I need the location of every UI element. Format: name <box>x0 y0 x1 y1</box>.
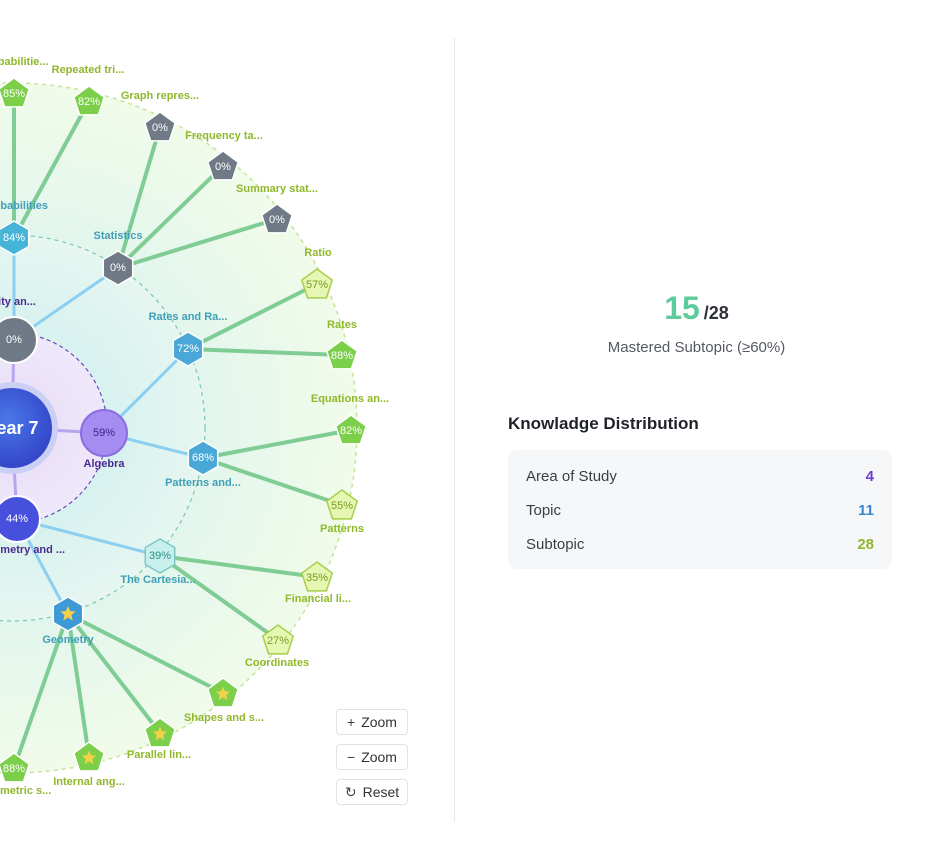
zoom-in-button[interactable]: + Zoom <box>336 709 408 735</box>
topic-node-patt[interactable] <box>187 440 219 476</box>
subtopic-percent: 0% <box>152 122 168 134</box>
topic-label: Geometry <box>42 634 94 646</box>
zoom-out-label: Zoom <box>361 749 397 765</box>
subtopic-node[interactable] <box>325 489 359 520</box>
row-label: Subtopic <box>526 535 585 553</box>
subtopic-label: Shapes and s... <box>184 712 264 724</box>
subtopic-percent: 57% <box>306 279 328 291</box>
row-value: 11 <box>858 501 874 519</box>
topic-percent: 0% <box>110 262 126 274</box>
subtopic-label: Parallel lin... <box>127 749 191 761</box>
topic-percent: 72% <box>177 343 199 355</box>
subtopic-node[interactable] <box>143 111 177 142</box>
subtopic-node[interactable] <box>325 339 359 370</box>
topic-label: Patterns and... <box>165 477 241 489</box>
area-label: Geometry and ... <box>0 544 65 556</box>
topic-label: Probabilities <box>0 200 48 212</box>
topic-node-stats[interactable] <box>102 250 134 286</box>
subtopic-label: Rates <box>327 319 357 331</box>
minus-icon: − <box>347 749 356 765</box>
star-icon <box>81 750 97 765</box>
root-node[interactable] <box>0 388 52 468</box>
subtopic-label: Financial li... <box>285 593 351 605</box>
subtopic-node[interactable] <box>72 85 106 116</box>
area-percent: 44% <box>6 513 28 525</box>
area-percent: 0% <box>6 334 22 346</box>
subtopic-node[interactable] <box>260 203 294 234</box>
area-percent: 59% <box>93 427 115 439</box>
root-label: Year 7 <box>0 418 39 438</box>
zoom-in-label: Zoom <box>361 714 397 730</box>
mastered-caption: Mastered Subtopic (≥60%) <box>607 339 786 356</box>
subtopic-label: Internal ang... <box>53 776 125 788</box>
topic-label: The Cartesia... <box>120 574 195 586</box>
subtopic-label: Ratio <box>304 247 332 259</box>
mastery-summary: 15/28 Mastered Subtopic (≥60%) <box>455 290 938 356</box>
subtopic-label: Equations an... <box>311 393 389 405</box>
subtopic-node[interactable] <box>0 752 31 783</box>
reset-icon: ↻ <box>344 783 357 800</box>
topic-percent: 39% <box>149 550 171 562</box>
subtopic-label: Repeated tri... <box>52 64 125 76</box>
reset-label: Reset <box>362 784 400 800</box>
area-node-prob[interactable] <box>0 316 38 364</box>
subtopic-node[interactable] <box>300 268 334 299</box>
topic-node-rates[interactable] <box>172 331 204 367</box>
knowledge-graph[interactable]: Year 7 0% 59% 44% 84% 0% 72% 68% 39% 85% 82% 0% 0% 0%… <box>0 0 452 868</box>
subtopic-label: Patterns <box>320 523 364 535</box>
reset-button[interactable]: ↻ Reset <box>336 779 408 805</box>
area-node-geo[interactable] <box>0 495 41 543</box>
subtopic-label: Coordinates <box>245 657 309 669</box>
distribution-row-topic: Topic 11 <box>526 493 874 527</box>
topic-percent: 84% <box>3 232 25 244</box>
subtopic-label: Symmetric s... <box>0 785 51 797</box>
subtopic-percent: 82% <box>78 96 100 108</box>
row-value: 28 <box>857 535 874 553</box>
subtopic-label: Summary stat... <box>236 183 318 195</box>
distribution-row-subtopic: Subtopic 28 <box>526 527 874 561</box>
subtopic-node[interactable] <box>261 624 295 655</box>
subtopic-label: Graph repres... <box>121 90 199 102</box>
area-label: Algebra <box>84 458 126 470</box>
subtopic-label: Frequency ta... <box>185 130 263 142</box>
subtopic-percent: 82% <box>340 425 362 437</box>
topic-node-probs[interactable] <box>0 220 30 256</box>
area-label: Probability an... <box>0 296 36 308</box>
star-icon <box>152 726 168 741</box>
distribution-title: Knowladge Distribution <box>508 414 699 433</box>
star-icon <box>60 606 76 621</box>
subtopic-total: /28 <box>703 303 729 323</box>
topic-label: Rates and Ra... <box>149 311 228 323</box>
subtopic-percent: 0% <box>215 161 231 173</box>
subtopic-node[interactable] <box>206 150 240 181</box>
zoom-out-button[interactable]: − Zoom <box>336 744 408 770</box>
subtopic-node[interactable] <box>300 561 334 592</box>
topic-label: Statistics <box>94 230 143 242</box>
mastered-count: 15 <box>664 290 700 326</box>
star-icon <box>215 686 231 701</box>
subtopic-percent: 35% <box>306 572 328 584</box>
row-label: Area of Study <box>526 467 617 485</box>
distribution-card: Area of Study 4 Topic 11 Subtopic 28 <box>508 450 892 569</box>
subtopic-percent: 85% <box>3 88 25 100</box>
subtopic-percent: 27% <box>267 635 289 647</box>
topic-node-cart[interactable] <box>144 538 176 574</box>
plus-icon: + <box>347 714 356 730</box>
subtopic-node[interactable] <box>0 77 31 108</box>
panel-divider <box>454 38 455 822</box>
subtopic-percent: 88% <box>331 350 353 362</box>
subtopic-percent: 55% <box>331 500 353 512</box>
subtopic-percent: 88% <box>3 763 25 775</box>
subtopic-label: Probabilitie... <box>0 56 49 68</box>
topic-percent: 68% <box>192 452 214 464</box>
distribution-row-area: Area of Study 4 <box>526 459 874 493</box>
row-value: 4 <box>865 467 874 485</box>
row-label: Topic <box>526 501 562 519</box>
area-node-alg[interactable] <box>80 409 128 457</box>
subtopic-percent: 0% <box>269 214 285 226</box>
subtopic-node[interactable] <box>334 414 368 445</box>
